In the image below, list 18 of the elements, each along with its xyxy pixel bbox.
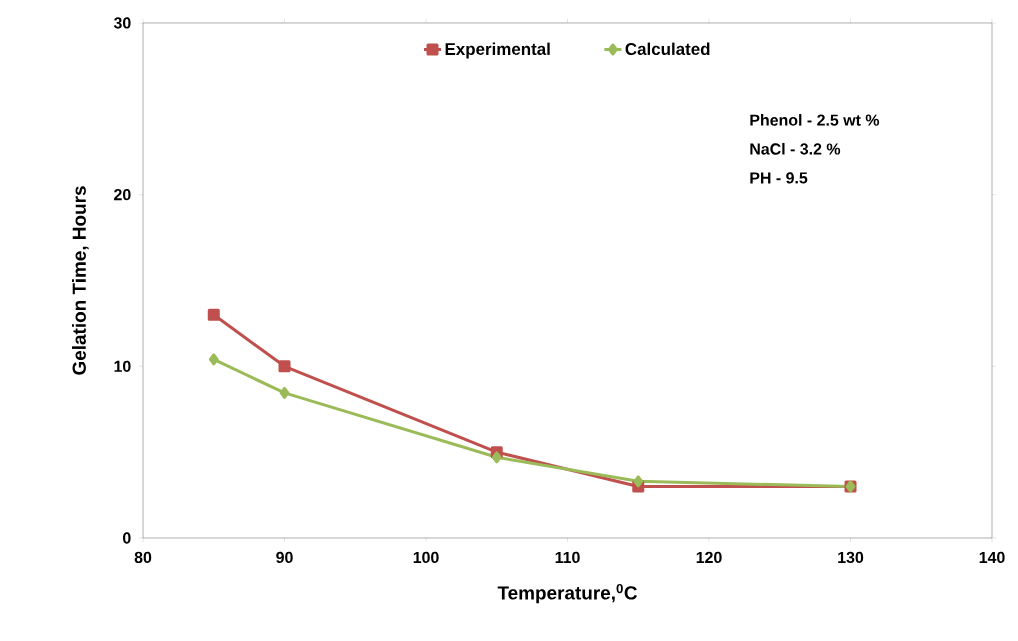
legend-label: Calculated [625, 42, 710, 56]
x-tick-label: 80 [134, 551, 152, 564]
x-tick-label: 130 [838, 551, 864, 564]
x-tick-label: 100 [413, 551, 439, 564]
x-tick-label: 140 [979, 551, 1005, 564]
annotation: Phenol - 2.5 wt % [750, 114, 880, 126]
y-tick-label: 30 [113, 17, 131, 29]
x-tick-label: 90 [276, 551, 293, 564]
y-tick-label: 10 [114, 360, 131, 372]
legend-label: Experimental [445, 42, 550, 59]
y-tick-label: 20 [114, 189, 131, 201]
y-tick-label: 0 [123, 532, 131, 544]
annotation: PH - 9.5 [750, 172, 808, 184]
y-axis-title: Gelation Time, Hours [72, 186, 89, 375]
annotation: NaCl - 3.2 % [750, 142, 841, 155]
x-axis-title: Temperature,$^{0}$C [497, 583, 638, 604]
x-tick-label: 120 [696, 551, 722, 564]
x-tick-label: 110 [555, 551, 580, 564]
